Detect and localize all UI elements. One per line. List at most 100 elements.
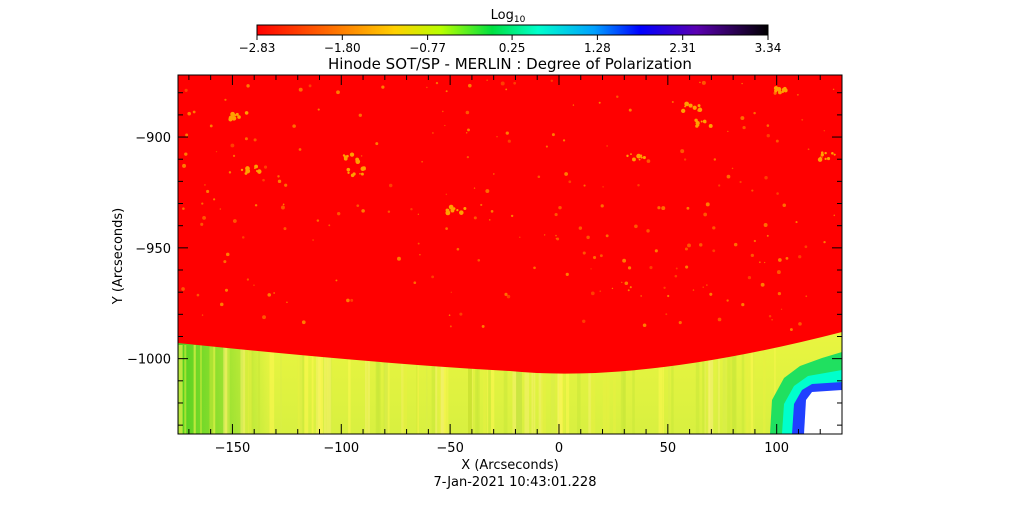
speckle [671, 100, 674, 103]
speckle [235, 112, 239, 116]
speckle [700, 120, 703, 123]
speckle [695, 121, 700, 126]
speckle [776, 192, 779, 195]
speckle [317, 108, 320, 111]
speckle [600, 204, 604, 208]
speckle [419, 254, 421, 256]
colorbar-tick-label: 3.34 [755, 41, 782, 55]
speckle [292, 124, 296, 128]
streak [209, 345, 214, 434]
speckle [473, 187, 476, 189]
speckle [703, 212, 708, 217]
speckle [684, 101, 690, 107]
speckle [789, 328, 793, 331]
speckle [328, 224, 331, 227]
speckle [426, 86, 428, 89]
streak [708, 345, 714, 434]
streak [377, 345, 381, 434]
speckle [301, 320, 306, 325]
speckle [228, 171, 232, 174]
streak [184, 345, 187, 434]
speckle [697, 109, 700, 112]
streak [588, 345, 592, 434]
speckle [646, 229, 650, 233]
speckle [421, 160, 424, 163]
speckle [640, 295, 642, 297]
y-tick-label: −950 [135, 242, 171, 257]
streak [299, 345, 304, 434]
speckle [224, 288, 229, 292]
speckle [780, 308, 783, 311]
speckle [771, 318, 774, 321]
speckle [277, 175, 280, 178]
speckle [445, 193, 448, 196]
speckle [488, 219, 491, 221]
streak [753, 345, 755, 434]
speckle [598, 101, 601, 104]
speckle [685, 265, 689, 269]
speckle [551, 133, 555, 137]
speckle [776, 87, 782, 92]
speckle [237, 115, 241, 119]
speckle [477, 259, 481, 262]
speckle [316, 219, 320, 222]
streak [487, 345, 491, 434]
timestamp: 7-Jan-2021 10:43:01.228 [434, 475, 597, 490]
streak [727, 345, 732, 434]
speckle [410, 208, 413, 211]
speckle [435, 81, 439, 85]
streak [559, 345, 563, 434]
streak [668, 345, 671, 434]
speckle [308, 84, 312, 88]
speckle [225, 252, 230, 257]
streak [606, 345, 610, 434]
speckle [445, 90, 448, 93]
colorbar-ticks: −2.83 −1.80 −0.77 0.25 1.28 2.31 3.34 [239, 35, 782, 55]
speckle [654, 249, 658, 253]
speckle [456, 247, 460, 251]
speckle [626, 154, 629, 158]
streak [468, 365, 472, 434]
streak [763, 345, 766, 434]
speckle [680, 149, 685, 154]
speckle [782, 203, 787, 207]
speckle [493, 173, 495, 175]
speckle [213, 198, 216, 201]
speckle [432, 132, 434, 134]
speckle [649, 266, 653, 270]
speckle [766, 134, 770, 138]
speckle [708, 124, 713, 128]
speckle [717, 317, 722, 322]
speckle [638, 158, 641, 161]
streak [319, 345, 324, 434]
speckle [572, 104, 575, 106]
streak [223, 345, 228, 434]
speckle [187, 111, 192, 116]
streak [483, 345, 486, 434]
speckle [712, 226, 716, 230]
speckle [228, 115, 233, 120]
speckle [282, 203, 285, 206]
speckle [254, 204, 258, 207]
streak [491, 345, 495, 434]
speckle [611, 287, 614, 290]
streak [304, 345, 309, 434]
streak [280, 345, 282, 434]
speckle [450, 291, 452, 293]
speckle [833, 214, 836, 217]
speckle [253, 284, 255, 287]
streak [431, 345, 436, 434]
speckle [360, 155, 363, 157]
x-tick-label: −50 [436, 441, 463, 456]
streak [471, 345, 473, 434]
x-axis-label: X (Arcseconds) [461, 458, 558, 473]
speckle [739, 180, 742, 184]
streak [774, 345, 776, 434]
speckle [466, 155, 470, 159]
speckle [182, 207, 185, 210]
speckle [718, 184, 721, 187]
streak [671, 345, 674, 434]
speckle [358, 113, 362, 117]
speckle [702, 286, 704, 288]
speckle [568, 180, 572, 184]
